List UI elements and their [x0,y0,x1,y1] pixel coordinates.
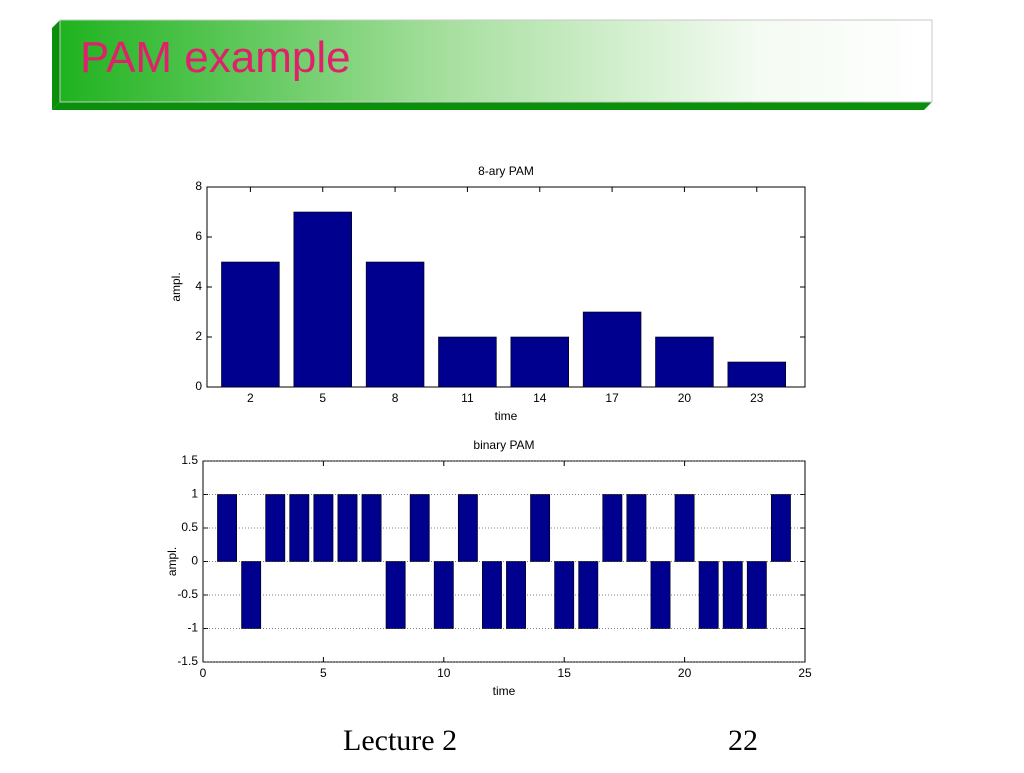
bar [746,561,767,629]
y-tick-label: 8 [195,179,202,193]
bar [217,494,238,562]
y-tick-label: 2 [195,329,202,343]
x-axis-label: time [495,409,518,423]
x-tick-label: 23 [750,391,764,405]
bar [409,494,430,562]
bar [241,561,262,629]
footer: Lecture 2 [343,724,457,757]
x-tick-label: 20 [678,391,692,405]
bar [722,561,743,629]
bar [221,261,280,388]
y-tick-label: 0 [195,379,202,393]
bar [770,494,791,562]
x-tick-label: 0 [200,666,207,680]
x-tick-label: 2 [247,391,254,405]
bar [361,494,382,562]
bar [554,561,575,629]
y-axis-label: ampl. [165,547,179,576]
bar [365,261,425,388]
x-tick-label: 8 [392,391,399,405]
bar [655,336,714,388]
bar [530,494,551,562]
header-bar [59,19,933,103]
x-tick-label: 11 [461,391,474,405]
y-tick-label: -1.5 [177,654,198,668]
y-tick-label: -0.5 [177,587,198,601]
y-tick-label: -1 [187,621,198,635]
bar [510,336,569,388]
y-tick-label: 1.5 [181,453,198,467]
x-tick-label: 14 [533,391,547,405]
bar [650,561,671,629]
header-shadow [52,20,60,110]
bar [313,494,334,562]
page-number: 22 [728,724,758,757]
header-shadow [52,102,932,110]
bar [289,494,310,562]
slide-title: PAM example [80,33,351,82]
bar [337,494,358,562]
bar [457,494,478,562]
y-tick-label: 0 [191,554,198,568]
y-tick-label: 1 [191,487,198,501]
x-tick-label: 17 [605,391,619,405]
bar [582,311,642,388]
bar [602,494,623,562]
y-tick-label: 6 [195,229,202,243]
x-tick-label: 5 [320,666,327,680]
bar [265,494,286,562]
bar [438,336,497,388]
bar [506,561,526,629]
bar [727,361,787,388]
y-tick-label: 0.5 [181,520,198,534]
x-tick-label: 20 [678,666,692,680]
chart-title: binary PAM [473,438,534,452]
x-axis-label: time [493,684,516,698]
bar [433,561,454,629]
x-tick-label: 15 [558,666,572,680]
x-tick-label: 10 [437,666,451,680]
bar [674,494,695,562]
bar [293,211,352,388]
x-tick-label: 5 [319,391,326,405]
bar [626,494,647,562]
bar [385,561,406,629]
bar [698,561,719,629]
y-tick-label: 4 [195,279,202,293]
x-tick-label: 25 [798,666,812,680]
bar [578,561,599,629]
chart-title: 8-ary PAM [478,164,534,178]
bar [482,561,502,629]
y-axis-label: ampl. [169,272,183,301]
